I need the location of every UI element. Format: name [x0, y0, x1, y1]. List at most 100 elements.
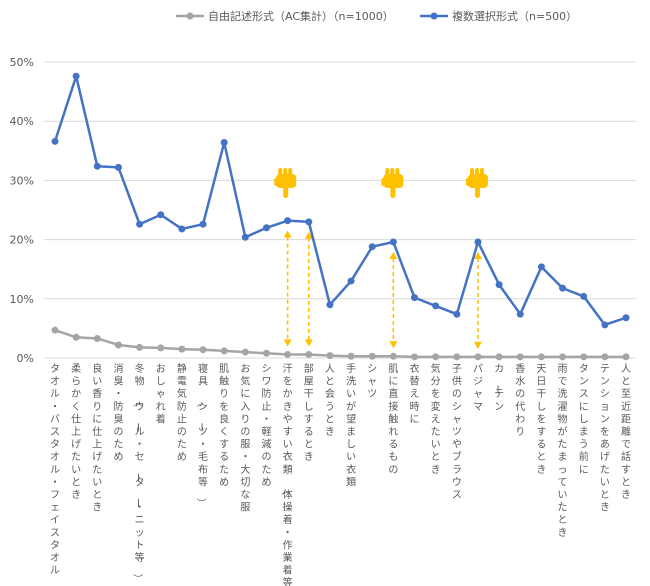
- hand-index-finger: [390, 184, 396, 198]
- arrow-head-up: [473, 251, 482, 259]
- data-point-free-text: [537, 353, 545, 361]
- y-tick-label: 0%: [17, 352, 34, 365]
- data-point-free-text: [178, 345, 186, 353]
- data-point-multiple-choice: [72, 72, 80, 80]
- x-category-label: 肌触りを良くするため: [219, 363, 229, 488]
- data-point-multiple-choice: [114, 163, 122, 171]
- data-point-multiple-choice: [495, 281, 503, 289]
- data-point-free-text: [474, 353, 482, 361]
- data-point-free-text: [136, 343, 144, 351]
- data-point-free-text: [580, 353, 588, 361]
- data-point-free-text: [220, 347, 228, 355]
- x-category-label: 部屋干しするとき: [304, 362, 314, 463]
- hand-index-finger: [283, 184, 289, 198]
- x-category-label: 良い香りに仕上げたいとき: [92, 362, 102, 514]
- data-point-multiple-choice: [432, 302, 440, 310]
- arrow-head-down: [389, 341, 398, 349]
- data-point-free-text: [453, 353, 461, 361]
- x-category-label: 肌に直接触れるもの: [388, 363, 398, 476]
- data-point-free-text: [51, 326, 59, 334]
- data-point-multiple-choice: [368, 243, 376, 251]
- data-point-multiple-choice: [305, 218, 313, 226]
- data-point-multiple-choice: [51, 137, 59, 145]
- x-category-label: テンションをあげたいとき: [600, 364, 610, 514]
- data-point-multiple-choice: [516, 310, 524, 318]
- data-point-free-text: [93, 334, 101, 342]
- data-point-multiple-choice: [474, 238, 482, 246]
- y-tick-label: 50%: [10, 56, 34, 69]
- y-tick-label: 20%: [10, 234, 34, 247]
- data-point-free-text: [72, 333, 80, 341]
- data-point-free-text: [432, 353, 440, 361]
- legend-label-multiple-choice: 複数選択形式（n=500）: [452, 9, 577, 23]
- data-point-multiple-choice: [157, 211, 165, 219]
- arrow-head-up: [283, 230, 292, 238]
- arrow-head-down: [473, 341, 482, 349]
- data-point-free-text: [495, 353, 503, 361]
- data-point-free-text: [389, 352, 397, 360]
- hand-palm: [276, 174, 297, 188]
- x-category-label: 雨で洗濯物がたまっていたとき: [558, 364, 568, 539]
- data-point-free-text: [601, 353, 609, 361]
- hand-thumb: [465, 178, 470, 186]
- hand-finger: [390, 168, 395, 177]
- data-point-free-text: [347, 352, 355, 360]
- data-point-multiple-choice: [326, 301, 334, 309]
- y-tick-label: 10%: [10, 293, 34, 306]
- legend: 自由記述形式（AC集計）（n=1000） 複数選択形式（n=500）: [176, 9, 577, 23]
- data-point-multiple-choice: [93, 162, 101, 170]
- data-point-multiple-choice: [622, 314, 630, 322]
- data-point-multiple-choice: [220, 139, 228, 147]
- hand-finger: [283, 168, 288, 177]
- x-category-label: 消臭・防臭のため: [113, 362, 123, 463]
- annotations: [274, 168, 488, 349]
- data-point-multiple-choice: [178, 225, 186, 233]
- data-point-free-text: [262, 349, 270, 357]
- legend-label-free-text: 自由記述形式（AC集計）（n=1000）: [208, 9, 394, 23]
- x-category-label: 人と至近距離で話すとき: [621, 363, 631, 501]
- arrow-head-down: [304, 339, 313, 347]
- data-point-multiple-choice: [347, 277, 355, 285]
- hand-finger: [278, 168, 283, 177]
- hand-finger: [479, 168, 484, 177]
- x-category-label: 柔らかく仕上げたいとき: [71, 363, 81, 501]
- x-category-label: シャツ: [367, 364, 377, 400]
- x-category-label: 寝具（シーツ・毛布等）: [195, 362, 208, 508]
- y-tick-label: 40%: [10, 115, 34, 128]
- hand-palm: [383, 174, 404, 188]
- data-point-free-text: [284, 350, 292, 358]
- data-point-multiple-choice: [241, 233, 249, 241]
- data-point-free-text: [516, 353, 524, 361]
- hand-finger: [395, 168, 400, 177]
- data-point-free-text: [157, 344, 165, 352]
- hand-index-finger: [474, 184, 480, 198]
- x-category-label: タンスにしまう前に: [579, 363, 589, 476]
- pointing-down-hand-icon: [381, 168, 404, 198]
- x-category-label: 気分を変えたいとき: [431, 362, 441, 476]
- x-category-label: 天日干しをするとき: [536, 364, 546, 476]
- y-axis-ticks: 0% 10% 20% 30% 40% 50%: [10, 56, 34, 365]
- hand-thumb: [381, 178, 386, 186]
- x-axis-labels: タオル・バスタオル・フェイスタオル 柔らかく仕上げたいとき 良い香りに仕上げたいとき…: [50, 362, 631, 586]
- data-point-multiple-choice: [136, 220, 144, 228]
- legend-item-free-text: 自由記述形式（AC集計）（n=1000）: [176, 9, 394, 23]
- data-point-free-text: [622, 353, 630, 361]
- data-point-free-text: [305, 350, 313, 358]
- x-category-label: タオル・バスタオル・フェイスタオル: [50, 363, 60, 577]
- data-point-multiple-choice: [580, 292, 588, 300]
- data-point-multiple-choice: [601, 321, 609, 329]
- data-point-free-text: [241, 348, 249, 356]
- x-category-label: 手洗いが望ましい衣類: [346, 362, 356, 488]
- hand-finger: [385, 168, 390, 177]
- arrow-head-up: [389, 251, 398, 259]
- data-point-multiple-choice: [262, 224, 270, 232]
- data-point-multiple-choice: [411, 294, 419, 302]
- hand-palm: [467, 174, 488, 188]
- x-category-label: 人と会うとき: [325, 363, 335, 438]
- data-point-multiple-choice: [199, 220, 207, 228]
- pointing-down-hand-icon: [465, 168, 488, 198]
- hand-finger: [469, 168, 474, 177]
- data-point-free-text: [368, 352, 376, 360]
- hand-finger: [288, 168, 293, 177]
